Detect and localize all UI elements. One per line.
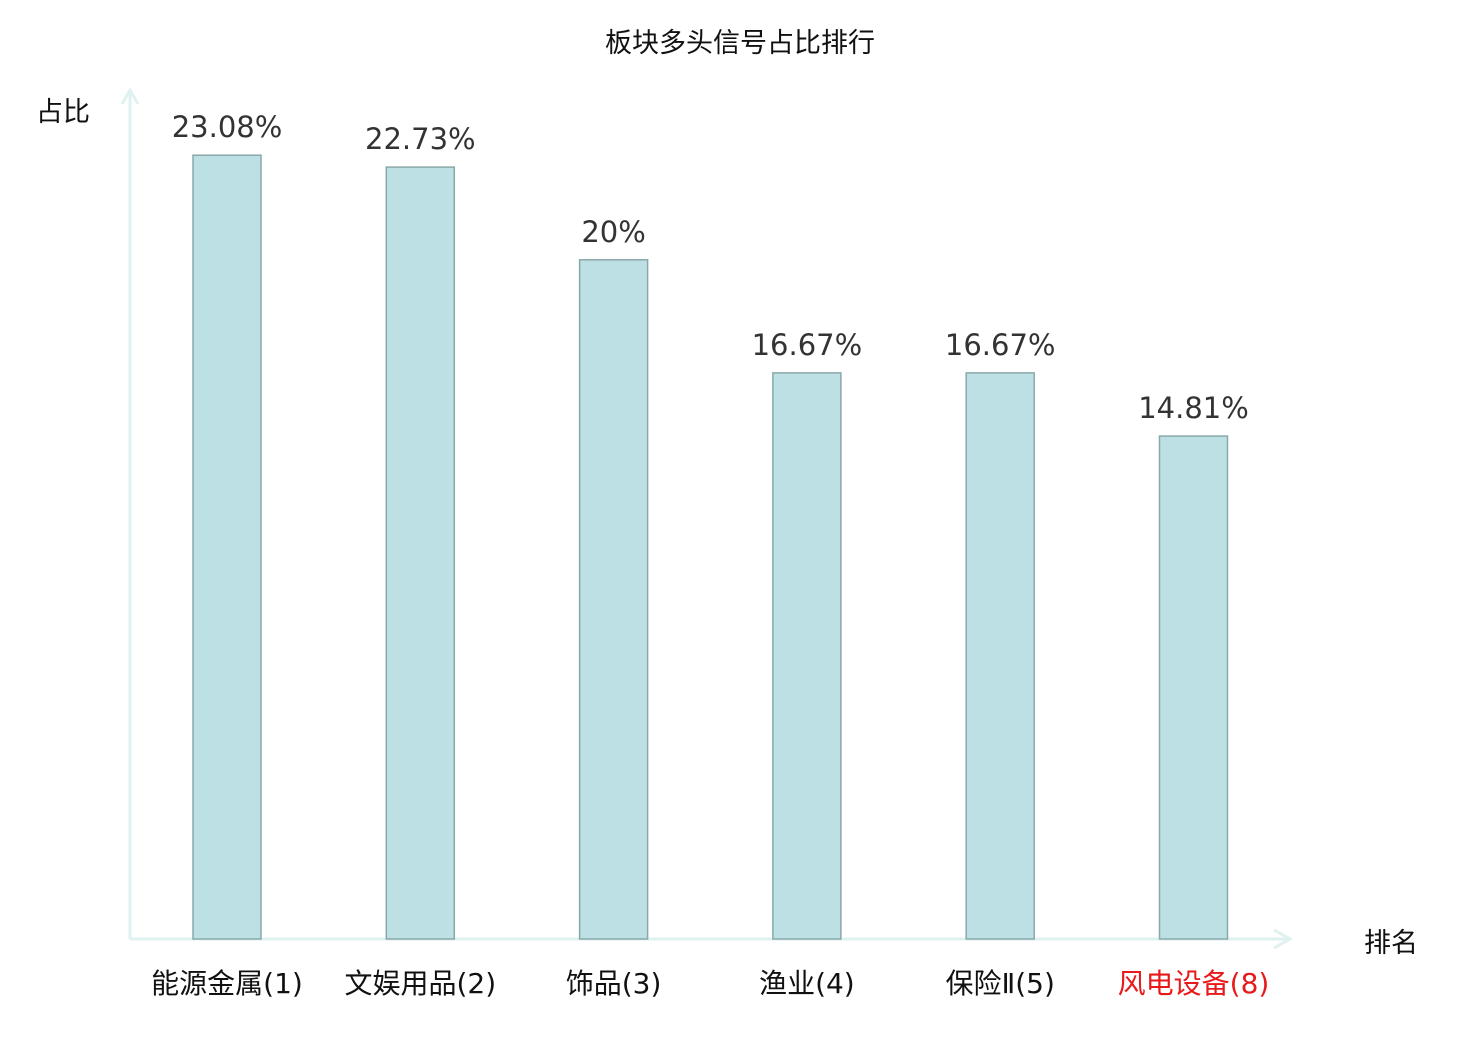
category-label: 保险Ⅱ(5) xyxy=(945,967,1054,1000)
bar xyxy=(385,166,456,940)
value-label: 23.08% xyxy=(172,110,283,144)
bar xyxy=(772,372,842,940)
category-label: 能源金属(1) xyxy=(151,967,303,1000)
bar xyxy=(578,259,649,940)
value-label: 16.67% xyxy=(945,328,1056,362)
y-axis-arrow-icon xyxy=(120,86,140,105)
category-label: 文娱用品(2) xyxy=(344,967,496,1000)
category-label: 饰品(3) xyxy=(566,967,662,1000)
bar xyxy=(1158,435,1229,940)
bar xyxy=(965,372,1035,940)
value-label: 22.73% xyxy=(365,122,476,156)
value-label: 20% xyxy=(581,215,645,249)
y-axis-label: 占比 xyxy=(36,97,90,128)
bar xyxy=(192,154,262,940)
category-label: 风电设备(8) xyxy=(1118,967,1270,1000)
category-label: 渔业(4) xyxy=(759,967,855,1000)
value-label: 14.81% xyxy=(1138,391,1249,425)
x-axis-label: 排名 xyxy=(1364,928,1418,959)
chart-title: 板块多头信号占比排行 xyxy=(605,28,875,59)
value-label: 16.67% xyxy=(752,328,863,362)
x-axis-arrow-icon xyxy=(1273,928,1294,950)
